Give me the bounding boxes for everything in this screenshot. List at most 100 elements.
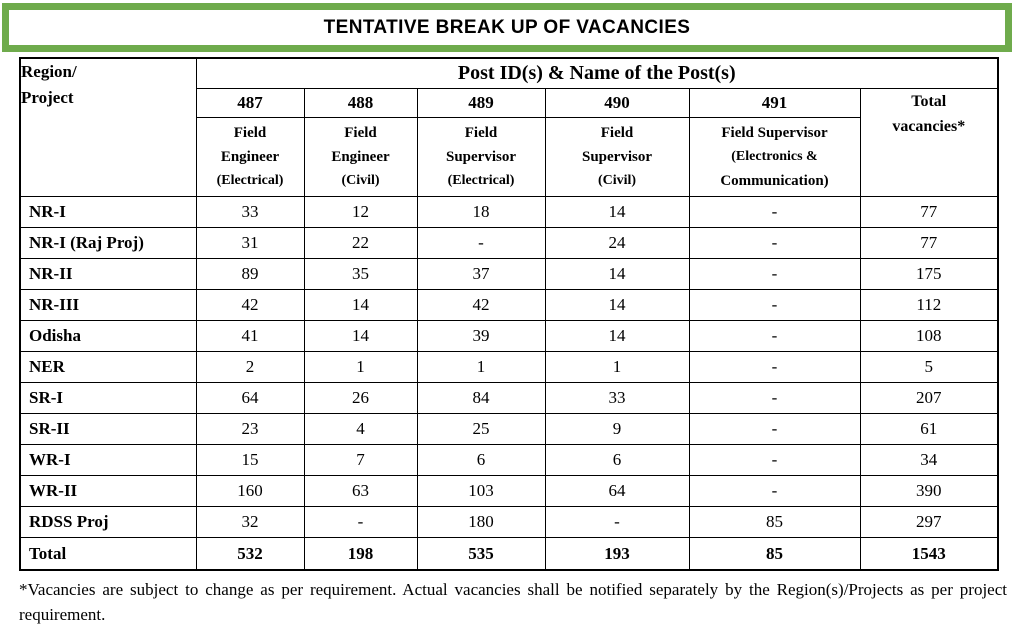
value-cell: 26 [303,382,418,414]
value-cell: 61 [859,413,999,445]
value-cell: 15 [195,444,305,476]
value-cell: 7 [303,444,418,476]
value-cell: 37 [416,258,546,290]
value-cell: 535 [416,537,546,571]
value-cell: 63 [303,475,418,507]
value-cell: 5 [859,351,999,383]
post-name-header: Field Supervisor (Electronics & Communicat… [688,117,861,197]
post-name-line: (Civil) [597,173,637,188]
value-cell: 33 [544,382,690,414]
value-cell: 2 [195,351,305,383]
value-cell: 18 [416,196,546,228]
value-cell: - [544,506,690,538]
post-name-line: Field [344,125,377,141]
value-cell: 9 [544,413,690,445]
value-cell: 193 [544,537,690,571]
value-cell: - [688,413,861,445]
value-cell: 1 [544,351,690,383]
table-row: NR-III 42 14 42 14-112 [19,289,999,321]
value-cell: 112 [859,289,999,321]
value-cell: - [688,289,861,321]
value-cell: 1543 [859,537,999,571]
table-row: NER 2 1 1 1-5 [19,351,999,383]
region-cell: RDSS Proj [19,506,197,538]
value-cell: 14 [544,289,690,321]
value-cell: 32 [195,506,305,538]
table-row: WR-II 160 63 103 64-390 [19,475,999,507]
value-cell: 207 [859,382,999,414]
value-cell: - [688,320,861,352]
value-cell: 12 [303,196,418,228]
value-cell: 6 [416,444,546,476]
value-cell: 85 [688,506,861,538]
region-cell: Odisha [19,320,197,352]
value-cell: - [416,227,546,259]
post-name-line: Engineer [220,149,280,165]
region-cell: NR-III [19,289,197,321]
vacancy-table-body: NR-I 33 12 18 14-77 NR-I (Raj Proj) 31 22-24-77… [19,196,999,571]
value-cell: 31 [195,227,305,259]
value-cell: 14 [544,320,690,352]
value-cell: 64 [544,475,690,507]
table-row: NR-I 33 12 18 14-77 [19,196,999,228]
post-id-header: 488 [303,88,418,118]
value-cell: 108 [859,320,999,352]
post-name-line: Field [464,125,498,141]
region-header-line2: Project [21,88,74,107]
value-cell: 103 [416,475,546,507]
post-group-header: Post ID(s) & Name of the Post(s) [195,57,999,89]
value-cell: 1 [303,351,418,383]
post-name-header: Field Supervisor (Electrical) [416,117,546,197]
title-frame: TENTATIVE BREAK UP OF VACANCIES [2,3,1012,52]
value-cell: - [688,475,861,507]
post-name-line: Field Supervisor [721,125,828,141]
value-cell: 175 [859,258,999,290]
region-cell: NER [19,351,197,383]
value-cell: - [688,382,861,414]
post-name-line: (Electrical) [216,173,284,188]
header-row-group: Region/ Project Post ID(s) & Name of the… [19,57,999,197]
header-row-post-names: Field Engineer (Electrical) Field Engineer (C… [20,117,998,197]
value-cell: 297 [859,506,999,538]
value-cell: 84 [416,382,546,414]
region-cell: NR-II [19,258,197,290]
table-row: SR-I 64 26 84 33-207 [19,382,999,414]
region-cell: Total [19,537,197,571]
page-title: TENTATIVE BREAK UP OF VACANCIES [323,16,691,38]
value-cell: 198 [303,537,418,571]
post-name-line: Field [600,125,634,141]
value-cell: 14 [544,196,690,228]
table-row: NR-I (Raj Proj) 31 22-24-77 [19,227,999,259]
post-name-line: Supervisor [445,149,516,165]
post-name-header: Field Engineer (Civil) [303,117,418,197]
value-cell: 4 [303,413,418,445]
table-row: Total 532 198 535 193 85 1543 [19,537,999,571]
region-cell: WR-I [19,444,197,476]
post-name-line: Field [233,125,267,141]
value-cell: 532 [195,537,305,571]
value-cell: 64 [195,382,305,414]
value-cell: 24 [544,227,690,259]
post-id-header: 487 [195,88,305,118]
post-id-header: 489 [416,88,546,118]
table-row: SR-II 23 4 25 9-61 [19,413,999,445]
post-name-line: Supervisor [581,149,652,165]
value-cell: 85 [688,537,861,571]
table-row: NR-II 89 35 37 14-175 [19,258,999,290]
table-row: Odisha 41 14 39 14-108 [19,320,999,352]
region-header-line1: Region/ [21,62,77,81]
footnote-text: *Vacancies are subject to change as per … [19,580,1007,624]
vacancy-table: Region/ Project Post ID(s) & Name of the… [19,57,1000,571]
post-name-line: Engineer [331,149,390,165]
post-name-line: (Electronics & [731,149,818,164]
value-cell: - [688,258,861,290]
post-name-line: Communication) [720,173,829,189]
value-cell: 14 [303,320,418,352]
value-cell: 77 [859,227,999,259]
value-cell: 23 [195,413,305,445]
total-vacancies-header: Total vacancies* [859,88,999,197]
region-project-header: Region/ Project [19,57,197,197]
value-cell: 180 [416,506,546,538]
value-cell: 14 [544,258,690,290]
table-row: RDSS Proj 32-180-85 297 [19,506,999,538]
